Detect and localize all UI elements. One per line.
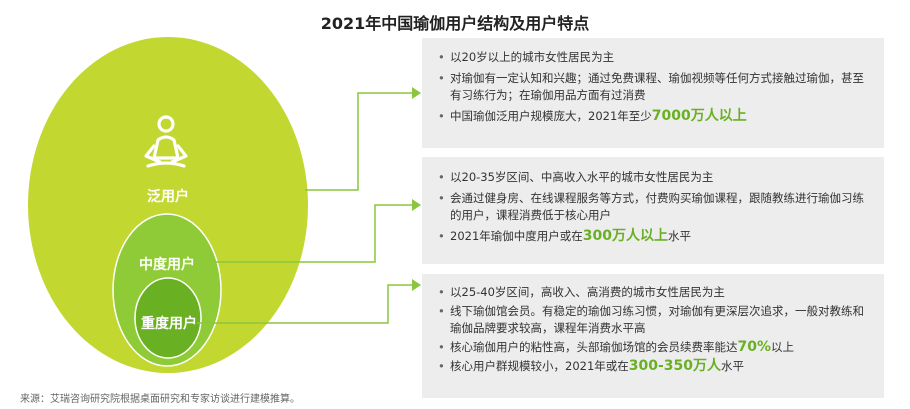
connector-lines bbox=[197, 92, 412, 324]
label-heavy-users: 重度用户 bbox=[141, 316, 197, 332]
list-item: 对瑜伽有一定认知和兴趣；通过免费课程、瑜伽视频等任何方式接触过瑜伽，甚至有习练行… bbox=[438, 70, 874, 104]
panel-moderate-users: 以20-35岁区间、中高收入水平的城市女性居民为主 会通过健身房、在线课程服务等… bbox=[422, 157, 884, 264]
list-item: 核心用户群规模较小，2021年或在300-350万人水平 bbox=[438, 358, 874, 375]
highlight-value: 70% bbox=[737, 339, 772, 355]
inner-circle-heavy-users bbox=[134, 277, 202, 359]
yoga-meditation-icon bbox=[144, 115, 188, 168]
connector-moderate bbox=[215, 204, 412, 263]
list-item: 核心瑜伽用户的粘性高，头部瑜伽场馆的会员续费率能达70%以上 bbox=[438, 339, 874, 356]
highlight-value: 300-350万人 bbox=[628, 358, 722, 374]
connector-heavy bbox=[197, 284, 412, 324]
connector-broad bbox=[305, 92, 412, 191]
highlight-value: 7000万人以上 bbox=[651, 108, 747, 124]
list-item: 中国瑜伽泛用户规模庞大，2021年至少7000万人以上 bbox=[438, 108, 874, 125]
highlight-value: 300万人以上 bbox=[582, 228, 668, 244]
source-note: 来源：艾瑞咨询研究院根据桌面研究和专家访谈进行建模推算。 bbox=[20, 394, 300, 405]
list-item: 线下瑜伽馆会员。有稳定的瑜伽习练习惯，对瑜伽有更深层次追求，一般对教练和瑜伽品牌… bbox=[438, 303, 874, 337]
list-item: 以20-35岁区间、中高收入水平的城市女性居民为主 bbox=[438, 169, 874, 186]
panel-heavy-users: 以25-40岁区间，高收入、高消费的城市女性居民为主 线下瑜伽馆会员。有稳定的瑜… bbox=[422, 274, 884, 398]
connector-arrows bbox=[412, 87, 421, 291]
panel-broad-users: 以20岁以上的城市女性居民为主 对瑜伽有一定认知和兴趣；通过免费课程、瑜伽视频等… bbox=[422, 38, 884, 148]
list-item: 会通过健身房、在线课程服务等方式，付费购买瑜伽课程，跟随教练进行瑜伽习练的用户，… bbox=[438, 190, 874, 224]
outer-circle-broad-users bbox=[28, 37, 308, 373]
list-item: 2021年瑜伽中度用户或在300万人以上水平 bbox=[438, 228, 874, 245]
page-title: 2021年中国瑜伽用户结构及用户特点 bbox=[320, 14, 590, 33]
label-broad-users: 泛用户 bbox=[147, 189, 189, 205]
list-item: 以20岁以上的城市女性居民为主 bbox=[438, 49, 874, 66]
list-item: 以25-40岁区间，高收入、高消费的城市女性居民为主 bbox=[438, 284, 874, 301]
label-moderate-users: 中度用户 bbox=[139, 257, 195, 273]
